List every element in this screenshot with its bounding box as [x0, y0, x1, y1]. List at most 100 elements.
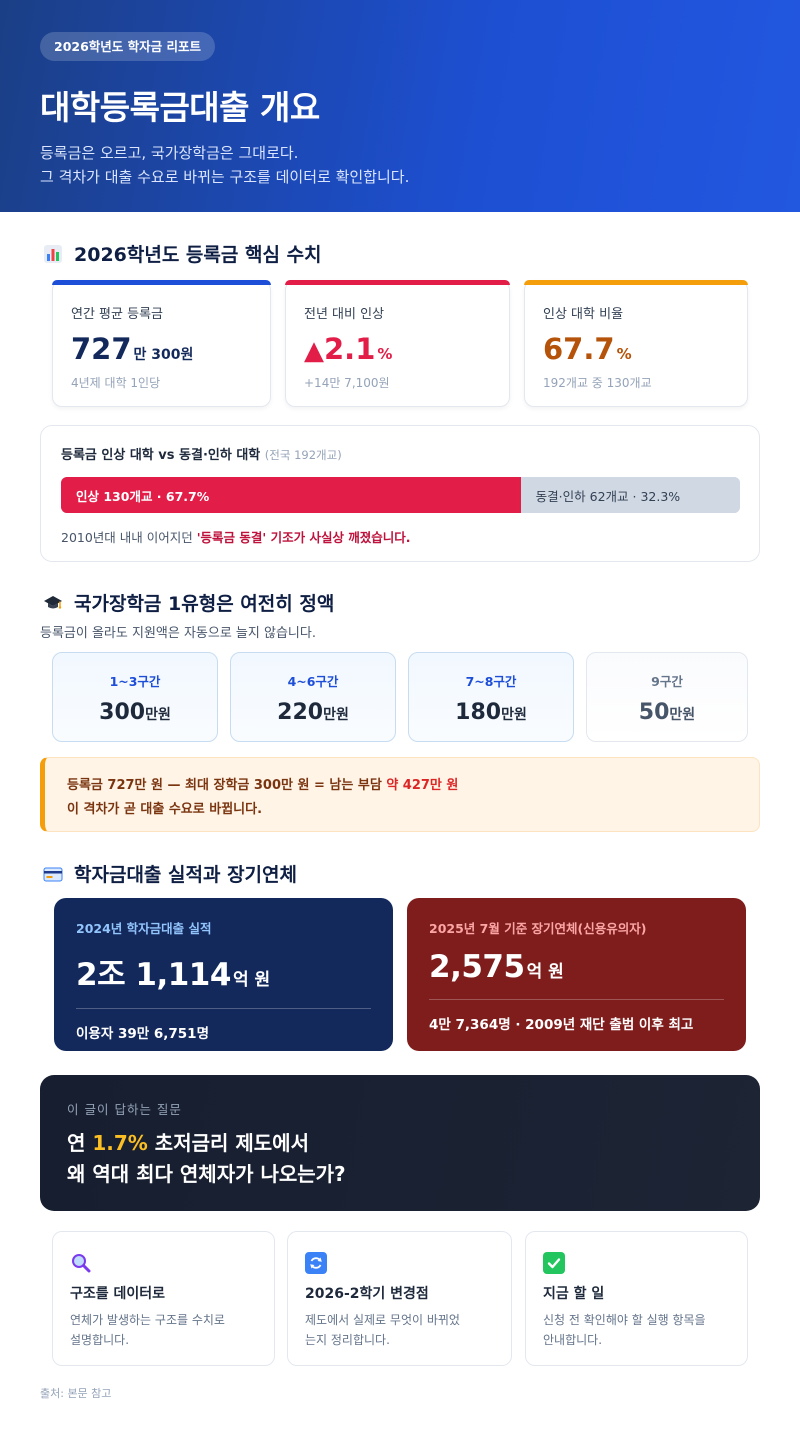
- loan-value: 2조 1,114 억 원: [76, 949, 371, 994]
- compare-note-prefix: 2010년대 내내 이어지던: [61, 530, 197, 545]
- magnifier-icon: [70, 1252, 92, 1274]
- credit-card-icon: [42, 863, 64, 885]
- divider: [429, 999, 724, 1000]
- section-title-text: 2026학년도 등록금 핵심 수치: [74, 244, 322, 266]
- up-arrow-icon: ▲: [304, 336, 324, 366]
- stat-unit: 만 300원: [133, 347, 194, 363]
- card-accent-bar: [524, 280, 748, 285]
- stat-label: 연간 평균 등록금: [71, 307, 163, 322]
- page-subtitle: 등록금은 오르고, 국가장학금은 그대로다. 그 격차가 대출 수요로 바뀌는 …: [40, 141, 760, 189]
- burden-callout: 등록금 727만 원 — 최대 장학금 300만 원 = 남는 부담 약 427…: [40, 757, 760, 832]
- feature-card-data-structure: 구조를 데이터로 연체가 발생하는 구조를 수치로 설명합니다.: [52, 1231, 275, 1366]
- tier-amount: 220: [277, 700, 324, 725]
- feature-desc-line: 제도에서 실제로 무엇이 바뀌었: [305, 1313, 460, 1327]
- stat-card-average-tuition: 연간 평균 등록금 727 만 300원 4년제 대학 1인당: [52, 280, 271, 407]
- question-highlight: 1.7%: [92, 1131, 148, 1155]
- callout-line-2: 이 격차가 곧 대출 수요로 바뀝니다.: [67, 802, 263, 817]
- section-title-loans: 학자금대출 실적과 장기연체: [42, 860, 297, 887]
- stat-label: 전년 대비 인상: [304, 307, 385, 322]
- question-text: 연 1.7% 초저금리 제도에서 왜 역대 최다 연체자가 나오는가?: [67, 1128, 733, 1190]
- feature-title: 지금 할 일: [543, 1286, 605, 1302]
- subtitle-line-2: 그 격차가 대출 수요로 바뀌는 구조를 데이터로 확인합니다.: [40, 168, 410, 186]
- page-title: 대학등록금대출 개요: [40, 88, 320, 127]
- feature-title: 구조를 데이터로: [70, 1286, 166, 1302]
- section-title-tuition: 2026학년도 등록금 핵심 수치: [42, 240, 322, 267]
- refresh-icon: [305, 1252, 327, 1274]
- loan-amount: 2조 1,114: [76, 957, 231, 993]
- stat-unit: %: [377, 345, 393, 363]
- stat-value: 727 만 300원: [71, 332, 252, 366]
- tier-amount: 180: [455, 700, 502, 725]
- report-header: 2026학년도 학자금 리포트 대학등록금대출 개요 등록금은 오르고, 국가장…: [0, 0, 800, 212]
- share-bar: 인상 130개교 · 67.7% 동결·인하 62개교 · 32.3%: [61, 477, 740, 513]
- stat-value: ▲ 2.1 %: [304, 332, 491, 366]
- loan-foot: 4만 7,364명 · 2009년 재단 출범 이후 최고: [429, 1017, 694, 1033]
- graduation-cap-icon: [42, 592, 64, 614]
- feature-card-todo: 지금 할 일 신청 전 확인해야 할 실행 항목을 안내합니다.: [525, 1231, 748, 1366]
- bar-chart-icon: [42, 243, 64, 265]
- stat-value: 67.7 %: [543, 332, 729, 366]
- stat-number: 727: [71, 332, 132, 366]
- compare-note-highlight: '등록금 동결' 기조가 사실상 깨졌습니다.: [196, 530, 411, 545]
- tier-amount: 300: [99, 700, 146, 725]
- frozen-segment: 동결·인하 62개교 · 32.3%: [520, 477, 740, 513]
- callout-highlight: 약 427만 원: [386, 778, 459, 793]
- callout-line-1: 등록금 727만 원 — 최대 장학금 300만 원 = 남는 부담 약 427…: [67, 774, 737, 798]
- loan-value: 2,575 억 원: [429, 949, 724, 985]
- loan-unit: 억 원: [232, 970, 271, 990]
- section-title-text: 국가장학금 1유형은 여전히 정액: [74, 593, 335, 615]
- feature-desc-line: 설명합니다.: [70, 1333, 130, 1347]
- question-line-2: 왜 역대 최다 연체자가 나오는가?: [67, 1162, 346, 1186]
- long-term-delinquency-card: 2025년 7월 기준 장기연체(신용유의자) 2,575 억 원 4만 7,36…: [407, 898, 746, 1051]
- question-label: 이 글이 답하는 질문: [67, 1102, 182, 1117]
- raise-vs-freeze-panel: 등록금 인상 대학 vs 동결·인하 대학 (전국 192개교) 인상 130개…: [40, 425, 760, 562]
- stat-sub: 192개교 중 130개교: [543, 376, 652, 390]
- feature-card-changes: 2026-2학기 변경점 제도에서 실제로 무엇이 바뀌었 는지 정리합니다.: [287, 1231, 512, 1366]
- tier-card-9: 9구간 50만원: [586, 652, 748, 742]
- section-description: 등록금이 올라도 지원액은 자동으로 늘지 않습니다.: [40, 626, 316, 641]
- source-note: 출처: 본문 참고: [40, 1387, 112, 1400]
- check-icon: [543, 1252, 565, 1274]
- divider: [76, 1008, 371, 1009]
- stat-card-raised-ratio: 인상 대학 비율 67.7 % 192개교 중 130개교: [524, 280, 748, 407]
- compare-title-note: (전국 192개교): [264, 448, 342, 462]
- card-accent-bar: [52, 280, 271, 285]
- tier-unit: 만원: [323, 707, 349, 723]
- stat-label: 인상 대학 비율: [543, 307, 624, 322]
- tier-label: 4~6구간: [287, 674, 339, 689]
- report-badge: 2026학년도 학자금 리포트: [40, 32, 215, 61]
- tier-card-4-6: 4~6구간 220만원: [230, 652, 396, 742]
- tier-card-7-8: 7~8구간 180만원: [408, 652, 574, 742]
- compare-title: 등록금 인상 대학 vs 동결·인하 대학 (전국 192개교): [61, 444, 740, 463]
- section-title-text: 학자금대출 실적과 장기연체: [74, 864, 297, 886]
- stat-card-yoy-increase: 전년 대비 인상 ▲ 2.1 % +14만 7,100원: [285, 280, 510, 407]
- loan-label: 2025년 7월 기준 장기연체(신용유의자): [429, 921, 647, 936]
- stat-number: 2.1: [324, 332, 376, 366]
- stat-number: 67.7: [543, 332, 615, 366]
- stat-unit: %: [616, 345, 632, 363]
- section-title-scholarship: 국가장학금 1유형은 여전히 정액: [42, 589, 334, 616]
- tier-label: 1~3구간: [109, 674, 161, 689]
- loan-amount: 2,575: [429, 949, 525, 985]
- tier-value: 220만원: [231, 700, 395, 725]
- tier-label: 9구간: [651, 674, 683, 689]
- feature-desc-line: 안내합니다.: [543, 1333, 603, 1347]
- tier-card-1-3: 1~3구간 300만원: [52, 652, 218, 742]
- feature-desc: 연체가 발생하는 구조를 수치로 설명합니다.: [70, 1310, 257, 1350]
- feature-desc-line: 신청 전 확인해야 할 실행 항목을: [543, 1313, 706, 1327]
- callout-line-1-prefix: 등록금 727만 원 — 최대 장학금 300만 원 = 남는 부담: [67, 778, 387, 793]
- feature-desc: 제도에서 실제로 무엇이 바뀌었 는지 정리합니다.: [305, 1310, 494, 1350]
- tier-value: 180만원: [409, 700, 573, 725]
- tier-unit: 만원: [145, 707, 171, 723]
- tier-value: 50만원: [587, 700, 747, 725]
- question-line-1: 연 1.7% 초저금리 제도에서: [67, 1128, 733, 1159]
- stat-sub: 4년제 대학 1인당: [71, 376, 161, 390]
- question-prefix: 연: [67, 1131, 93, 1155]
- question-suffix: 초저금리 제도에서: [147, 1131, 309, 1155]
- raised-segment: 인상 130개교 · 67.7%: [61, 477, 521, 513]
- feature-desc: 신청 전 확인해야 할 실행 항목을 안내합니다.: [543, 1310, 730, 1350]
- loan-label: 2024년 학자금대출 실적: [76, 921, 212, 936]
- tier-label: 7~8구간: [465, 674, 517, 689]
- tier-unit: 만원: [669, 707, 696, 723]
- tier-amount: 50: [638, 700, 670, 725]
